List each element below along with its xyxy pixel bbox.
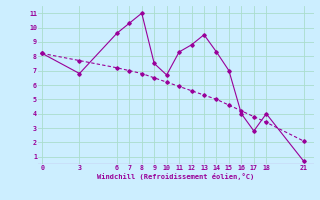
X-axis label: Windchill (Refroidissement éolien,°C): Windchill (Refroidissement éolien,°C)	[97, 173, 255, 180]
